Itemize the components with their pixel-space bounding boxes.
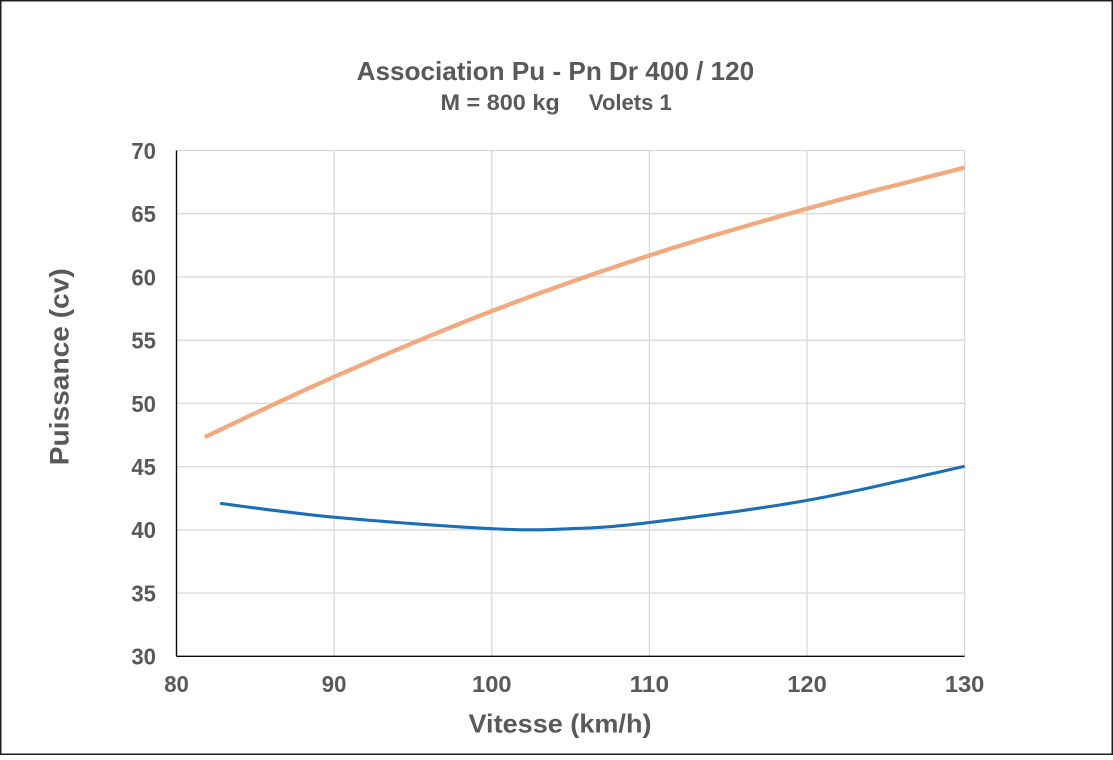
svg-text:Volets 1: Volets 1 <box>589 90 672 115</box>
svg-text:65: 65 <box>131 201 156 227</box>
svg-text:130: 130 <box>945 671 985 697</box>
svg-text:120: 120 <box>787 671 827 697</box>
svg-text:50: 50 <box>131 391 156 417</box>
svg-text:M = 800 kg: M = 800 kg <box>441 90 560 115</box>
svg-text:45: 45 <box>131 454 156 480</box>
svg-text:70: 70 <box>131 138 156 164</box>
svg-text:30: 30 <box>131 644 156 670</box>
svg-text:110: 110 <box>630 671 670 697</box>
svg-text:Association Pu - Pn Dr 400 / 1: Association Pu - Pn Dr 400 / 120 <box>357 56 755 86</box>
svg-text:60: 60 <box>131 264 156 290</box>
svg-text:40: 40 <box>131 517 156 543</box>
svg-text:90: 90 <box>322 671 347 697</box>
svg-text:Vitesse (km/h): Vitesse (km/h) <box>469 709 652 739</box>
svg-text:55: 55 <box>131 328 156 354</box>
svg-text:100: 100 <box>472 671 512 697</box>
svg-text:35: 35 <box>131 581 156 607</box>
svg-text:80: 80 <box>164 671 189 697</box>
svg-text:Puissance (cv): Puissance (cv) <box>45 268 75 465</box>
